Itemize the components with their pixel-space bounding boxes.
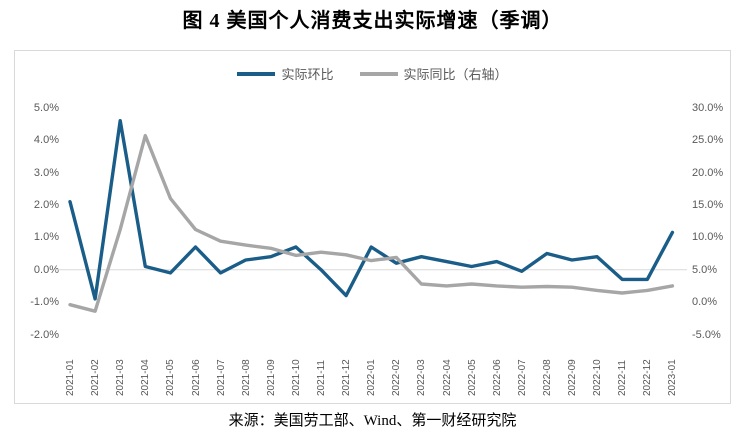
y-axis-tick-label: -2.0% [30, 328, 59, 341]
x-axis-tick-label: 2022-03 [416, 359, 428, 396]
legend: 实际环比 实际同比（右轴） [15, 64, 730, 83]
legend-item-yoy: 实际同比（右轴） [359, 64, 508, 83]
x-axis-tick-label: 2023-01 [667, 359, 679, 396]
mom-line-swatch [237, 71, 276, 76]
mom-series-line [68, 118, 675, 301]
y-axis-tick-label: -1.0% [30, 296, 59, 309]
x-axis-tick-label: 2022-08 [541, 359, 553, 396]
x-axis-tick-label: 2021-02 [90, 359, 102, 396]
y-axis-tick-label: 5.0% [33, 101, 59, 114]
legend-label-yoy: 实际同比（右轴） [403, 67, 508, 82]
x-axis-tick-label: 2022-12 [642, 359, 654, 396]
x-axis-tick-label: 2021-04 [140, 359, 152, 396]
x-axis-tick-label: 2022-10 [592, 359, 604, 396]
x-axis-tick-label: 2022-06 [491, 359, 503, 396]
y-axis-tick-label: 3.0% [33, 166, 59, 179]
x-axis-tick-label: 2022-04 [441, 359, 453, 396]
source-note: 来源：美国劳工部、Wind、第一财经研究院 [228, 413, 517, 429]
x-axis-tick-label: 2021-11 [316, 360, 327, 396]
x-axis-tick-label: 2021-10 [290, 359, 302, 396]
x-axis-tick-label: 2022-05 [466, 359, 478, 396]
y-axis-tick-label: 0.0% [33, 263, 59, 276]
y-axis-tick-label: 0.0% [692, 296, 718, 309]
plot-area [55, 118, 687, 313]
y-axis-tick-label: -5.0% [692, 328, 721, 341]
y-axis-tick-label: 15.0% [692, 198, 724, 211]
x-axis-tick-label: 2021-08 [240, 359, 252, 396]
x-axis-tick-label: 2022-09 [567, 359, 578, 396]
x-axis-tick-label: 2021-01 [65, 359, 76, 396]
x-axis-tick-label: 2021-12 [341, 359, 353, 396]
y-axis-tick-label: 4.0% [33, 134, 59, 147]
y-axis-tick-label: 10.0% [692, 231, 724, 244]
y-axis-tick-label: 1.0% [33, 231, 59, 244]
y-axis-tick-label: 25.0% [692, 134, 724, 147]
x-axis-tick-label: 2021-03 [115, 359, 127, 396]
chart-panel: 实际环比 实际同比（右轴） 5.0% 4.0% 3.0% 2.0% 1.0% 0.0% -1… [14, 50, 731, 404]
y-axis-tick-label: 2.0% [33, 198, 59, 211]
yoy-line-swatch [359, 71, 398, 76]
legend-label-mom: 实际环比 [281, 67, 334, 82]
x-axis-tick-label: 2021-09 [265, 359, 277, 396]
x-axis-tick-label: 2022-07 [516, 359, 528, 396]
x-axis-tick-label: 2022-01 [366, 359, 378, 396]
y-axis-tick-label: 20.0% [692, 166, 724, 179]
y-axis-tick-label: 30.0% [692, 101, 724, 114]
chart-title: 图 4 美国个人消费支出实际增速（季调） [182, 10, 563, 32]
y-axis-tick-label: 5.0% [692, 263, 718, 276]
x-axis-tick-label: 2022-11 [617, 360, 629, 396]
yoy-series-line [68, 133, 675, 313]
x-axis-tick-label: 2021-06 [190, 359, 202, 396]
x-axis-tick-label: 2021-05 [165, 359, 177, 396]
x-axis-tick-label: 2021-07 [215, 359, 227, 396]
x-axis-tick-label: 2022-02 [391, 359, 403, 396]
legend-item-mom: 实际环比 [237, 64, 334, 83]
